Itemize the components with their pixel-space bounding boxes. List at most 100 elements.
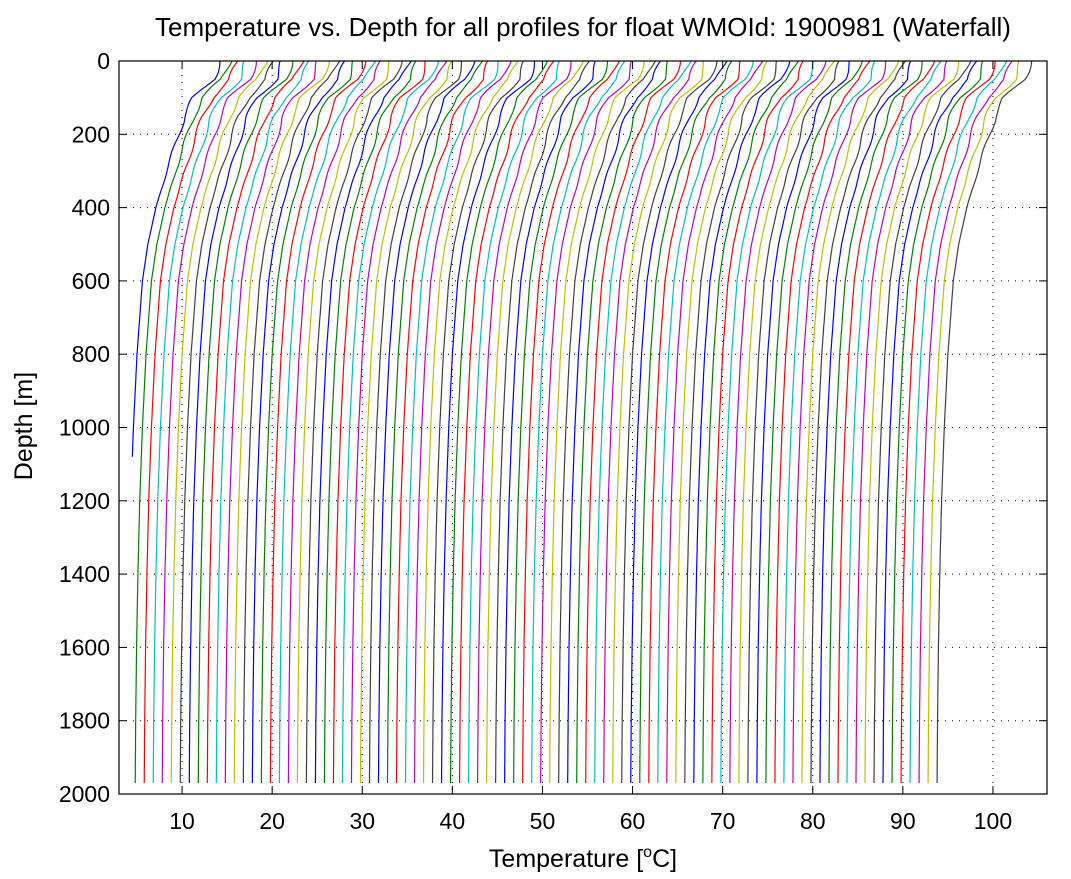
axes: [118, 60, 1048, 795]
profile-line: [603, 60, 697, 783]
profile-line: [350, 60, 448, 783]
profile-line: [314, 60, 412, 783]
profile-line: [404, 60, 499, 783]
profile-line: [594, 60, 692, 783]
profile-line: [440, 60, 536, 784]
profile-line: [558, 60, 656, 783]
y-tick-label: 1800: [59, 708, 110, 734]
profile-line: [422, 60, 519, 784]
y-tick-label: 0: [97, 48, 110, 74]
profile-line: [819, 60, 912, 783]
profile-line: [468, 60, 560, 783]
profile-line: [278, 60, 377, 783]
profile-line: [927, 60, 1020, 783]
y-tick-label: 600: [72, 268, 110, 294]
profile-line: [431, 60, 524, 784]
profile-line: [486, 60, 584, 783]
profile-line: [630, 60, 728, 783]
profile-line: [251, 60, 345, 784]
profile-line: [450, 60, 548, 783]
profile-line: [531, 60, 626, 784]
profile-line: [720, 60, 814, 784]
y-tick-label: 1000: [59, 415, 110, 441]
profile-line: [359, 60, 453, 783]
x-tick-label: 40: [440, 808, 466, 834]
profile-line: [684, 60, 777, 783]
profile-line: [242, 60, 341, 784]
profile-line: [522, 60, 621, 784]
profile-line: [828, 60, 923, 783]
profile-line: [837, 60, 936, 783]
profile-line: [792, 60, 887, 784]
profile-line: [549, 60, 645, 783]
profile-line: [152, 60, 245, 784]
profile-line: [774, 60, 871, 783]
profile-line: [215, 60, 310, 783]
profile-line: [395, 60, 488, 783]
x-tick-label: 100: [974, 808, 1012, 834]
profile-line: [891, 60, 984, 784]
profile-line: [179, 60, 274, 783]
y-axis-label: Depth [m]: [10, 372, 38, 480]
profile-line: [305, 60, 403, 783]
profile-line: [504, 60, 596, 783]
profile-line: [801, 60, 900, 784]
x-tick-label: 50: [530, 808, 556, 834]
y-tick-label: 1200: [59, 488, 110, 514]
x-tick-label: 10: [169, 808, 195, 834]
y-tick-labels: 0 200 400 600 800 1000 1200 1400 1600 1800 2000: [59, 48, 110, 807]
profile-line: [170, 60, 269, 783]
profile-line: [882, 60, 978, 783]
profile-line: [567, 60, 661, 783]
profile-line: [131, 60, 221, 457]
profile-line: [846, 60, 942, 783]
profile-line: [269, 60, 367, 783]
x-tick-label: 20: [259, 808, 285, 834]
x-tick-label: 80: [800, 808, 826, 834]
profile-line: [702, 60, 800, 784]
profile-line: [810, 60, 906, 784]
profile-line: [495, 60, 590, 783]
profile-line: [729, 60, 827, 783]
profile-line: [134, 60, 233, 783]
profile-line: [657, 60, 754, 783]
profile-line: [693, 60, 791, 783]
profile-line: [368, 60, 463, 783]
profile-line: [341, 60, 440, 784]
y-tick-label: 400: [72, 195, 110, 221]
y-tick-label: 200: [72, 121, 110, 147]
profile-line: [287, 60, 381, 783]
x-axis-label: Temperature [oC]: [489, 844, 677, 873]
profile-line: [413, 60, 512, 783]
profile-line: [206, 60, 305, 783]
profile-line: [513, 60, 609, 784]
profile-line: [161, 60, 257, 784]
profile-line: [648, 60, 741, 783]
profile-line: [936, 60, 1033, 783]
profile-line: [639, 60, 733, 783]
profile-line: [332, 60, 426, 784]
chart-title: Temperature vs. Depth for all profiles f…: [155, 12, 1011, 42]
profile-line: [756, 60, 850, 783]
profile-line: [188, 60, 281, 783]
profile-line: [783, 60, 876, 783]
profile-line: [477, 60, 572, 783]
x-tick-label: 60: [620, 808, 646, 834]
profile-line: [459, 60, 555, 783]
profile-line: [260, 60, 353, 783]
profile-line: [666, 60, 764, 783]
profile-line: [621, 60, 718, 784]
profile-line: [143, 60, 239, 784]
profile-line: [765, 60, 863, 783]
x-tick-label: 70: [710, 808, 736, 834]
y-tick-label: 800: [72, 341, 110, 367]
profile-line: [224, 60, 317, 783]
profile-line: [738, 60, 835, 783]
profile-line: [909, 60, 1008, 783]
profile-line: [855, 60, 948, 783]
profile-line: [864, 60, 960, 783]
profile-line: [900, 60, 996, 784]
profile-line: [918, 60, 1013, 783]
y-tick-label: 1600: [59, 634, 110, 660]
